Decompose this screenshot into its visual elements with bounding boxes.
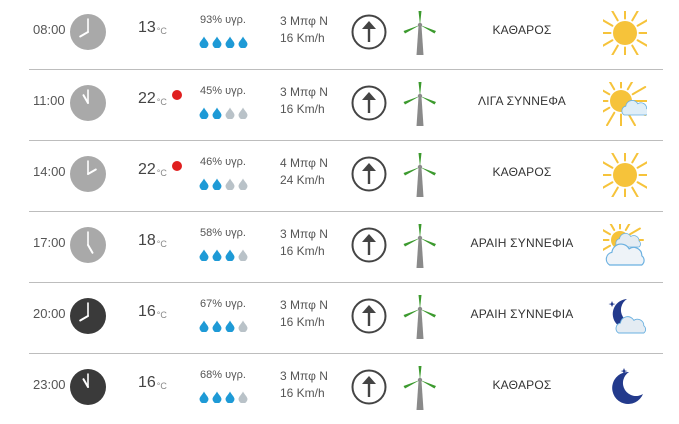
sun-cloud-icon: [592, 72, 650, 130]
temperature: 16°C: [138, 303, 167, 321]
wind-direction-arrow-icon: [351, 85, 387, 121]
temperature-unit: °C: [156, 310, 167, 320]
weather-description: ΑΡΑΙΗ ΣΥΝΝΕΦΙΑ: [470, 236, 574, 250]
high-temperature-dot-icon: [172, 161, 182, 171]
sun-icon: [592, 0, 658, 66]
temperature-value: 22: [138, 90, 156, 107]
wind-speed: 24 Km/h: [280, 173, 325, 187]
wind-info: 3 Μπφ N 16 Km/h: [280, 297, 328, 331]
wind-turbine-icon: [402, 10, 438, 56]
time-label: 11:00: [33, 93, 65, 108]
night-clock-icon: [70, 369, 106, 405]
temperature-value: 16: [138, 374, 156, 391]
wind-speed: 16 Km/h: [280, 102, 325, 116]
humidity-drops-icon: [199, 106, 255, 120]
temperature: 16°C: [138, 374, 167, 392]
wind-info: 3 Μπφ N 16 Km/h: [280, 13, 328, 47]
high-temperature-dot-icon: [172, 90, 182, 100]
wind-force: 3 Μπφ N: [280, 369, 328, 383]
day-clock-icon: [70, 14, 106, 50]
humidity-label: 45% υγρ.: [200, 85, 246, 97]
moon-cloud-icon: [603, 295, 647, 339]
humidity-label: 93% υγρ.: [200, 14, 246, 26]
forecast-row: 17:00 18°C 58% υγρ. 3 Μπφ N 16 Km/h ΑΡΑΙΗ…: [0, 211, 679, 282]
temperature: 22°C: [138, 90, 167, 108]
weather-description: ΚΑΘΑΡΟΣ: [492, 378, 552, 392]
temperature-value: 22: [138, 161, 156, 178]
wind-direction-arrow-icon: [351, 298, 387, 334]
wind-direction-arrow-icon: [351, 14, 387, 50]
temperature-value: 13: [138, 19, 156, 36]
day-clock-icon: [70, 227, 106, 263]
humidity-label: 58% υγρ.: [200, 227, 246, 239]
wind-force: 3 Μπφ N: [280, 298, 328, 312]
humidity-label: 67% υγρ.: [200, 298, 246, 310]
temperature-unit: °C: [156, 381, 167, 391]
time-label: 14:00: [33, 164, 66, 179]
wind-speed: 16 Km/h: [280, 386, 325, 400]
day-clock-icon: [70, 156, 106, 192]
wind-speed: 16 Km/h: [280, 31, 325, 45]
time-label: 17:00: [33, 235, 66, 250]
humidity-drops-icon: [199, 35, 255, 49]
temperature-value: 16: [138, 303, 156, 320]
temperature-value: 18: [138, 232, 156, 249]
wind-speed: 16 Km/h: [280, 244, 325, 258]
humidity-label: 46% υγρ.: [200, 156, 246, 168]
wind-force: 3 Μπφ N: [280, 85, 328, 99]
forecast-row: 23:00 16°C 68% υγρ. 3 Μπφ N 16 Km/h ΚΑΘΑΡ…: [0, 353, 679, 424]
row-separator: [29, 211, 663, 212]
temperature: 13°C: [138, 19, 167, 37]
wind-speed: 16 Km/h: [280, 315, 325, 329]
humidity-drops-icon: [199, 390, 255, 404]
temperature-unit: °C: [156, 97, 167, 107]
humidity-drops-icon: [199, 177, 255, 191]
temperature: 22°C: [138, 161, 167, 179]
forecast-row: 11:00 22°C 45% υγρ. 3 Μπφ N 16 Km/h ΛΙΓΑ …: [0, 69, 679, 140]
day-clock-icon: [70, 85, 106, 121]
humidity-drops-icon: [199, 319, 255, 333]
forecast-row: 20:00 16°C 67% υγρ. 3 Μπφ N 16 Km/h ΑΡΑΙΗ…: [0, 282, 679, 353]
wind-direction-arrow-icon: [351, 227, 387, 263]
weather-description: ΚΑΘΑΡΟΣ: [492, 165, 552, 179]
wind-force: 3 Μπφ N: [280, 14, 328, 28]
wind-turbine-icon: [402, 294, 438, 340]
wind-turbine-icon: [402, 223, 438, 269]
wind-turbine-icon: [402, 81, 438, 127]
wind-info: 3 Μπφ N 16 Km/h: [280, 84, 328, 118]
forecast-row: 08:00 13°C 93% υγρ. 3 Μπφ N 16 Km/h ΚΑΘΑΡ…: [0, 0, 679, 69]
wind-turbine-icon: [402, 365, 438, 411]
temperature-unit: °C: [156, 168, 167, 178]
temperature-unit: °C: [156, 239, 167, 249]
temperature-unit: °C: [156, 26, 167, 36]
wind-info: 4 Μπφ N 24 Km/h: [280, 155, 328, 189]
sun-icon: [592, 142, 658, 208]
wind-force: 3 Μπφ N: [280, 227, 328, 241]
row-separator: [29, 69, 663, 70]
weather-description: ΚΑΘΑΡΟΣ: [492, 23, 552, 37]
row-separator: [29, 140, 663, 141]
wind-force: 4 Μπφ N: [280, 156, 328, 170]
time-label: 20:00: [33, 306, 66, 321]
row-separator: [29, 353, 663, 354]
night-clock-icon: [70, 298, 106, 334]
forecast-row: 14:00 22°C 46% υγρ. 4 Μπφ N 24 Km/h ΚΑΘΑΡ…: [0, 140, 679, 211]
row-separator: [29, 282, 663, 283]
time-label: 23:00: [33, 377, 66, 392]
moon-icon: [603, 366, 647, 410]
wind-info: 3 Μπφ N 16 Km/h: [280, 226, 328, 260]
time-label: 08:00: [33, 22, 66, 37]
humidity-label: 68% υγρ.: [200, 369, 246, 381]
weather-description: ΑΡΑΙΗ ΣΥΝΝΕΦΙΑ: [470, 307, 574, 321]
wind-direction-arrow-icon: [351, 156, 387, 192]
weather-description: ΛΙΓΑ ΣΥΝΝΕΦΑ: [478, 94, 566, 108]
cloudy-sun-icon: [596, 216, 647, 268]
humidity-drops-icon: [199, 248, 255, 262]
wind-turbine-icon: [402, 152, 438, 198]
temperature: 18°C: [138, 232, 167, 250]
wind-direction-arrow-icon: [351, 369, 387, 405]
wind-info: 3 Μπφ N 16 Km/h: [280, 368, 328, 402]
